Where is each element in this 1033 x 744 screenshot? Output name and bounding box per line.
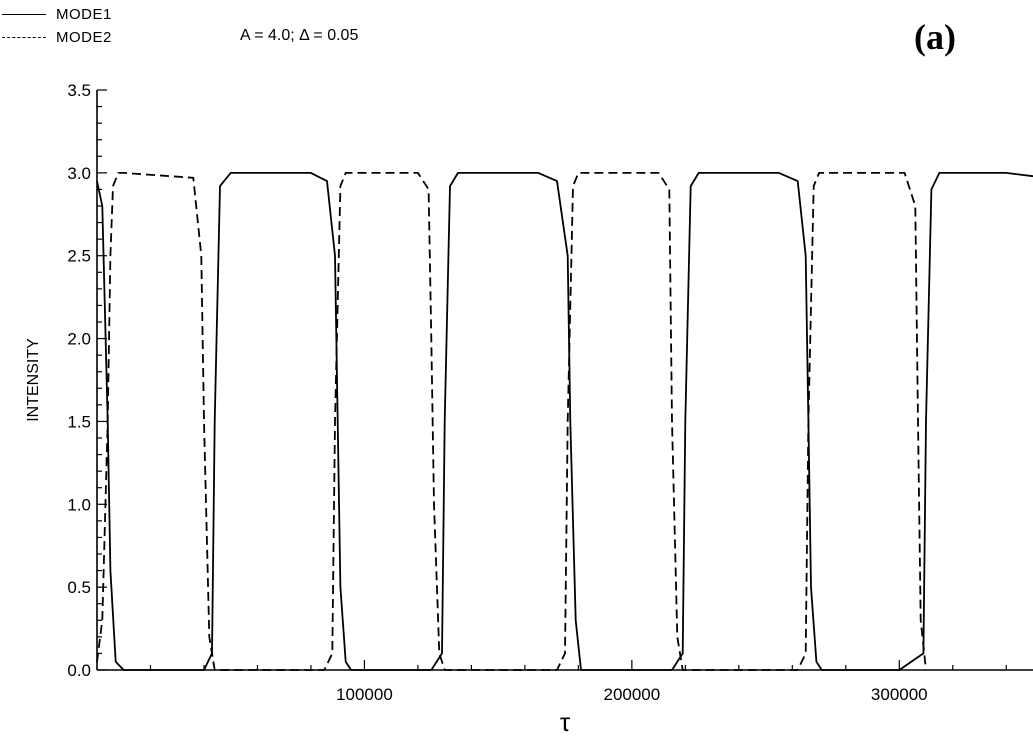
legend-label: MODE2 <box>56 29 112 46</box>
panel-label: (a) <box>914 17 956 57</box>
legend-swatch-solid <box>2 14 46 15</box>
series-line-mode2 <box>96 172 927 671</box>
y-tick-label: 3.0 <box>67 164 91 183</box>
y-tick-label: 0.5 <box>67 578 91 597</box>
parameter-annotation: A = 4.0; Δ = 0.05 <box>240 27 359 44</box>
y-tick-label: 1.0 <box>67 495 91 514</box>
legend-label: MODE1 <box>56 6 112 23</box>
y-tick-label: 1.5 <box>67 412 91 431</box>
x-tick-label: 300000 <box>871 685 928 704</box>
legend-swatch-dashed <box>2 37 46 38</box>
y-tick-label: 2.0 <box>67 330 91 349</box>
x-tick-label: 200000 <box>603 685 660 704</box>
series-line-mode1 <box>96 172 1033 671</box>
y-axis-label: INTENSITY <box>25 338 42 422</box>
x-tick-label: 100000 <box>336 685 393 704</box>
x-axis-label: τ <box>560 707 571 737</box>
y-tick-label: 2.5 <box>67 247 91 266</box>
y-tick-label: 0.0 <box>67 661 91 680</box>
y-tick-label: 3.5 <box>67 81 91 100</box>
